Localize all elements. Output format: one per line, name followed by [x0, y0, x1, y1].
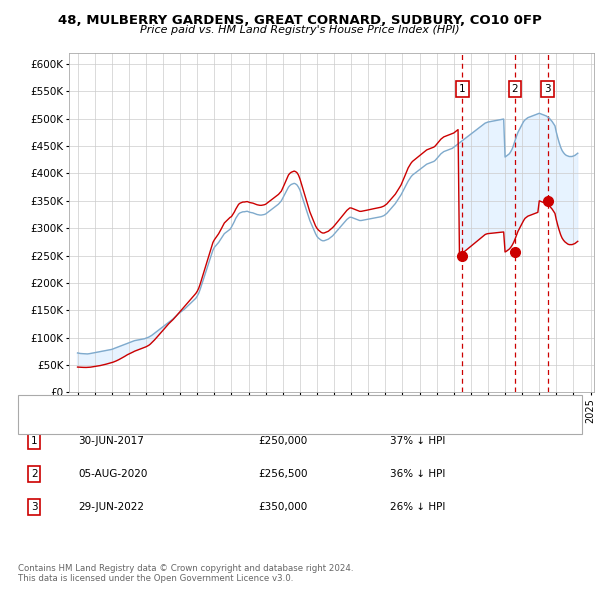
Text: 48, MULBERRY GARDENS, GREAT CORNARD, SUDBURY, CO10 0FP: 48, MULBERRY GARDENS, GREAT CORNARD, SUD… — [58, 14, 542, 27]
Text: £256,500: £256,500 — [258, 470, 308, 479]
Text: Price paid vs. HM Land Registry's House Price Index (HPI): Price paid vs. HM Land Registry's House … — [140, 25, 460, 35]
Text: ——: —— — [33, 419, 58, 432]
Text: 3: 3 — [31, 503, 38, 512]
Text: 3: 3 — [545, 84, 551, 94]
Text: 29-JUN-2022: 29-JUN-2022 — [78, 503, 144, 512]
Text: 1: 1 — [31, 437, 38, 446]
Text: 48, MULBERRY GARDENS, GREAT CORNARD, SUDBURY, CO10 0FP (detached house): 48, MULBERRY GARDENS, GREAT CORNARD, SUD… — [66, 401, 476, 411]
Text: 36% ↓ HPI: 36% ↓ HPI — [390, 470, 445, 479]
Text: ——: —— — [33, 399, 58, 412]
Text: HPI: Average price, detached house, Babergh: HPI: Average price, detached house, Babe… — [66, 420, 288, 430]
Text: £350,000: £350,000 — [258, 503, 307, 512]
Text: 1: 1 — [459, 84, 466, 94]
Text: 37% ↓ HPI: 37% ↓ HPI — [390, 437, 445, 446]
Text: 2: 2 — [31, 470, 38, 479]
Text: Contains HM Land Registry data © Crown copyright and database right 2024.
This d: Contains HM Land Registry data © Crown c… — [18, 563, 353, 583]
Text: 26% ↓ HPI: 26% ↓ HPI — [390, 503, 445, 512]
Text: 2: 2 — [512, 84, 518, 94]
Text: 05-AUG-2020: 05-AUG-2020 — [78, 470, 148, 479]
Text: 30-JUN-2017: 30-JUN-2017 — [78, 437, 144, 446]
Text: £250,000: £250,000 — [258, 437, 307, 446]
